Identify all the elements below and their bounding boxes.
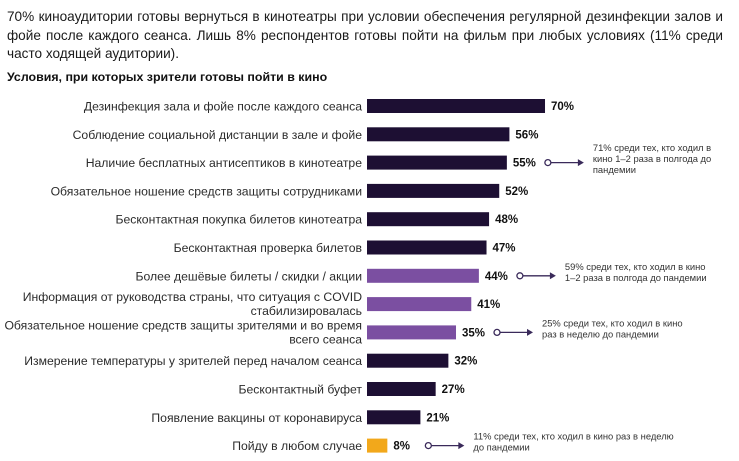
annotation-text: 25% среди тех, кто ходил в кино [542,317,683,328]
bar [367,240,487,255]
annotation-text: 11% среди тех, кто ходил в кино раз в не… [473,431,673,442]
category-label: Обязательное ношение средств защиты сотр… [51,184,362,198]
value-label: 8% [393,441,410,453]
annotation-text: 1–2 раза в полгода до пандемии [565,272,707,283]
category-label: Измерение температуры у зрителей перед н… [24,354,362,368]
value-label: 44% [485,271,508,283]
category-label: Дезинфекция зала и фойе после каждого се… [84,100,362,114]
annotation-text: 71% среди тех, кто ходил в [593,142,711,153]
annotation-arrow-head [577,159,584,167]
bar [367,382,436,396]
category-label: Соблюдение социальной дистанции в зале и… [73,128,363,142]
bar [367,212,490,227]
category-label: Более дешёвые билеты / скидки / акции [135,269,362,283]
annotation-arrow-head [458,442,465,450]
annotation-text: пандемии [593,164,636,175]
annotation-arrow-head [549,272,556,280]
value-label: 48% [495,214,518,226]
bar [367,99,546,113]
value-label: 41% [477,299,500,311]
annotation-text: до пандемии [473,442,529,453]
value-label: 32% [454,356,477,368]
value-label: 35% [462,327,485,339]
value-label: 27% [442,384,465,396]
value-label: 56% [515,129,538,141]
intro-text: 70% киноаудитории готовы вернуться в кин… [7,9,723,61]
category-label: Бесконтактная проверка билетов [174,241,362,255]
category-label: Информация от руководства страны, что си… [23,290,362,304]
bar [367,268,479,283]
annotation-text: раз в неделю до пандемии [542,328,659,339]
category-label: Наличие бесплатных антисептиков в киноте… [86,156,363,170]
value-label: 55% [513,158,536,170]
category-label: Появление вакцины от коронавируса [151,411,362,425]
bar [367,353,449,368]
bar [367,410,421,425]
category-label: Бесконтактная покупка билетов кинотеатра [115,213,362,227]
value-label: 21% [426,412,449,424]
annotation-dot [516,272,524,280]
bar [367,183,500,198]
value-label: 47% [493,243,516,255]
bar [367,438,388,453]
annotation-text: кино 1–2 раза в полгода до [593,153,711,164]
annotation-arrow-head [527,328,534,336]
annotation-dot [544,158,552,167]
bar [367,155,507,170]
category-label: всего сеанса [289,332,362,346]
annotation-dot [493,328,501,337]
value-label: 52% [505,186,528,198]
chart-title: Условия, при которых зрители готовы пойт… [7,70,328,84]
bar [367,127,510,142]
annotation-dot [424,441,432,450]
bar [367,325,457,340]
bar [367,297,472,312]
annotation-text: 59% среди тех, кто ходил в кино [565,261,706,272]
category-label: стабилизировалась [251,304,362,318]
category-label: Пойду в любом случае [232,439,362,453]
value-label: 70% [551,101,574,113]
category-label: Обязательное ношение средств защиты зрит… [4,318,362,332]
category-label: Бесконтактный буфет [239,383,363,397]
